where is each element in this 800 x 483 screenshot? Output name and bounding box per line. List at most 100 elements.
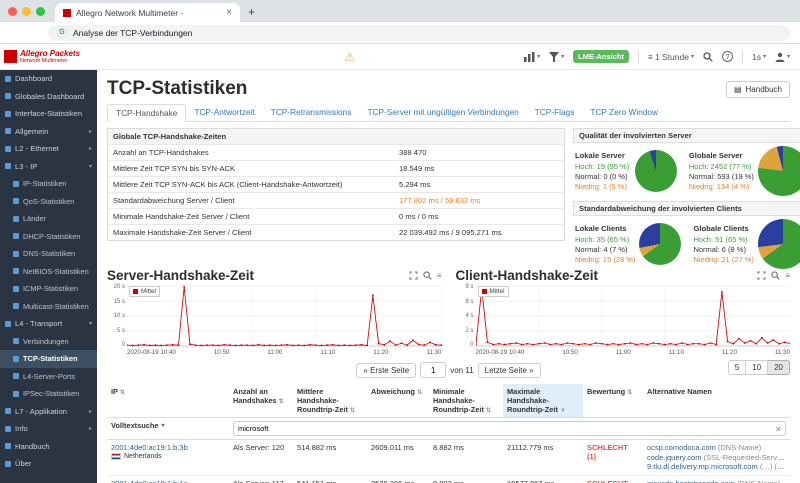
ports-icon (13, 373, 19, 379)
tab-tcp-server-ungueltige[interactable]: TCP-Server mit ungültigen Verbindungen (359, 104, 526, 121)
chart-menu-icon[interactable]: ≡ (785, 271, 790, 280)
allegro-logo[interactable]: Allegro Packets Network Multimeter (0, 50, 97, 64)
country-label: Netherlands (111, 453, 225, 460)
chart-legend: Mittel (129, 286, 160, 297)
clear-search-icon[interactable]: × (776, 424, 781, 434)
about-icon (5, 461, 11, 467)
sidebar-item-tcp-statistiken[interactable]: TCP-Statistiken (0, 350, 97, 368)
expand-icon[interactable] (409, 271, 418, 280)
tab-tcp-handshake[interactable]: TCP-Handshake (107, 104, 186, 122)
chart-menu-button[interactable]: ▾ (524, 52, 540, 62)
last-page-button[interactable]: Letzte Seite » (478, 363, 541, 378)
col-abweichung[interactable]: Abweichung ⇅ (367, 384, 429, 418)
page-number-input[interactable] (420, 362, 446, 378)
sidebar-item-dns-statistiken[interactable]: DNS-Statistiken (0, 245, 97, 263)
col-mittlere[interactable]: Mittlere Handshake-Roundtrip-Zeit ⇅ (293, 384, 367, 418)
time-range-selector[interactable]: ≡ 1 Stunde ▾ (648, 52, 694, 62)
client-handshake-line-chart[interactable]: Mittel (476, 284, 791, 348)
address-field[interactable]: G Analyse der TCP-Verbindungen (48, 25, 790, 41)
new-tab-button[interactable]: + (248, 5, 255, 19)
search-button[interactable] (703, 52, 713, 62)
server-handshake-chart-panel: Server-Handshake-Zeit ≡ 20 s15 s10 s5 s0… (107, 268, 442, 356)
server-chart-title: Server-Handshake-Zeit (107, 268, 254, 283)
qos-icon (13, 198, 19, 204)
allegro-logo-icon (4, 50, 17, 63)
sidebar-item-ueber[interactable]: Über (0, 455, 97, 473)
ip-link[interactable]: 2001:4de0:ac19:1:b:1a (111, 479, 188, 483)
sidebar-item-globales-dashboard[interactable]: Globales Dashboard (0, 88, 97, 106)
fulltext-search-label-cell[interactable]: Volltextsuche▾ (107, 418, 229, 440)
sidebar-group-l4-transport[interactable]: L4 - Transport▾ (0, 315, 97, 333)
col-anzahl[interactable]: Anzahl an Handshakes ⇅ (229, 384, 293, 418)
book-icon (5, 443, 11, 449)
sidebar-item-l4-server-ports[interactable]: L4-Server-Ports (0, 368, 97, 386)
window-close-button[interactable] (8, 7, 17, 16)
user-menu-button[interactable]: ▾ (775, 52, 790, 62)
col-ip[interactable]: IP ⇅ (107, 384, 229, 418)
alt-name-link[interactable]: maxcdn.bootstrapcdn.com (647, 479, 735, 483)
sidebar-item-dashboard[interactable]: Dashboard (0, 70, 97, 88)
alt-name-link[interactable]: code.jquery.com (647, 453, 701, 462)
alt-name-link[interactable]: ocsp.comodoca.com (647, 443, 716, 452)
tab-close-icon[interactable]: × (226, 7, 232, 18)
sidebar-item-dhcp-statistiken[interactable]: DHCP-Statistiken (0, 228, 97, 246)
countries-icon (13, 216, 19, 222)
sidebar-group-l7-applikation[interactable]: L7 - Applikation▸ (0, 403, 97, 421)
ipsec-icon (13, 391, 19, 397)
page-size-20-button[interactable]: 20 (768, 360, 790, 375)
server-handshake-line-chart[interactable]: Mittel (127, 284, 442, 348)
servers-quality-title: Qualität der involvierten Server (573, 128, 800, 143)
globale-clients-stats: Globale Clients Hoch: 51 (65 %) Normal: … (685, 224, 753, 265)
help-button[interactable]: ? (722, 51, 733, 62)
window-zoom-button[interactable] (36, 7, 45, 16)
header-toolbar: ⚠ ▾ ▾ LME-Ansicht ≡ 1 Stunde ▾ ? 1s ▾ ▾ (97, 50, 800, 64)
zoom-icon[interactable] (771, 271, 780, 280)
tab-tcp-flags[interactable]: TCP-Flags (527, 104, 583, 121)
first-page-button[interactable]: « Erste Seite (356, 363, 416, 378)
col-bewertung[interactable]: Bewertung ⇅ (583, 384, 643, 418)
window-minimize-button[interactable] (22, 7, 31, 16)
sidebar-item-handbuch[interactable]: Handbuch (0, 438, 97, 456)
tab-tcp-antwortzeit[interactable]: TCP-Antwortzeit (186, 104, 262, 121)
x-axis-labels: 2020-08-19 10:4010:5011:0011:1011:2011:3… (476, 349, 791, 356)
alt-name-link[interactable]: 9.tlu.dl.delivery.mp.microsoft.com (647, 462, 758, 471)
sidebar-item-laender[interactable]: Länder (0, 210, 97, 228)
tab-tcp-retransmissions[interactable]: TCP-Retransmissions (263, 104, 360, 121)
sidebar-group-info[interactable]: Info▸ (0, 420, 97, 438)
sidebar-group-allgemein[interactable]: Allgemein▸ (0, 123, 97, 141)
sidebar-item-qos-statistiken[interactable]: QoS-Statistiken (0, 193, 97, 211)
col-minimale[interactable]: Minimale Handshake-Roundtrip-Zeit ⇅ (429, 384, 503, 418)
chart-menu-icon[interactable]: ≡ (437, 271, 442, 280)
sidebar-group-l2-ethernet[interactable]: L2 - Ethernet▸ (0, 140, 97, 158)
stat-row: Standardabweichung Server / Client177.80… (108, 192, 564, 208)
sidebar-item-verbindungen[interactable]: Verbindungen (0, 333, 97, 351)
fulltext-search-input[interactable] (238, 424, 776, 433)
global-table-title: Globale TCP-Handshake-Zeiten (108, 129, 564, 144)
col-maximale[interactable]: Maximale Handshake-Roundtrip-Zeit ▼ (503, 384, 583, 418)
connections-icon (13, 338, 19, 344)
chevron-right-icon: ▸ (89, 145, 92, 152)
lme-view-badge[interactable]: LME-Ansicht (573, 50, 629, 63)
ip-link[interactable]: 2001:4de0:ac19:1:b:3b (111, 443, 188, 452)
page-size-10-button[interactable]: 10 (746, 360, 768, 375)
sidebar-group-l3-ip[interactable]: L3 - IP▾ (0, 158, 97, 176)
tab-tcp-zero-window[interactable]: TCP Zero Window (582, 104, 666, 121)
warning-icon[interactable]: ⚠ (344, 50, 355, 64)
max-rtt: 21112.779 ms (503, 440, 583, 476)
expand-icon[interactable] (757, 271, 766, 280)
refresh-interval-selector[interactable]: 1s ▾ (752, 52, 766, 62)
chevron-right-icon: ▸ (89, 408, 92, 415)
sidebar-item-interface-statistiken[interactable]: Interface-Statistiken (0, 105, 97, 123)
sidebar-item-netbios-statistiken[interactable]: NetBIOS-Statistiken (0, 263, 97, 281)
handbook-button[interactable]: ▤ Handbuch (726, 81, 790, 98)
sidebar-item-icmp-statistiken[interactable]: ICMP-Statistiken (0, 280, 97, 298)
bar-chart-icon (524, 52, 535, 62)
page-size-5-button[interactable]: 5 (728, 360, 746, 375)
sidebar-item-ip-statistiken[interactable]: IP-Statistiken (0, 175, 97, 193)
filter-menu-button[interactable]: ▾ (549, 52, 564, 62)
browser-tab[interactable]: Allegro Network Multimeter - × (55, 3, 240, 22)
rating-badge: SCHLECHT (1) (583, 475, 643, 483)
sidebar-item-multicast-statistiken[interactable]: Multicast-Statistiken (0, 298, 97, 316)
zoom-icon[interactable] (423, 271, 432, 280)
sidebar-item-ipsec-statistiken[interactable]: IPSec-Statistiken (0, 385, 97, 403)
